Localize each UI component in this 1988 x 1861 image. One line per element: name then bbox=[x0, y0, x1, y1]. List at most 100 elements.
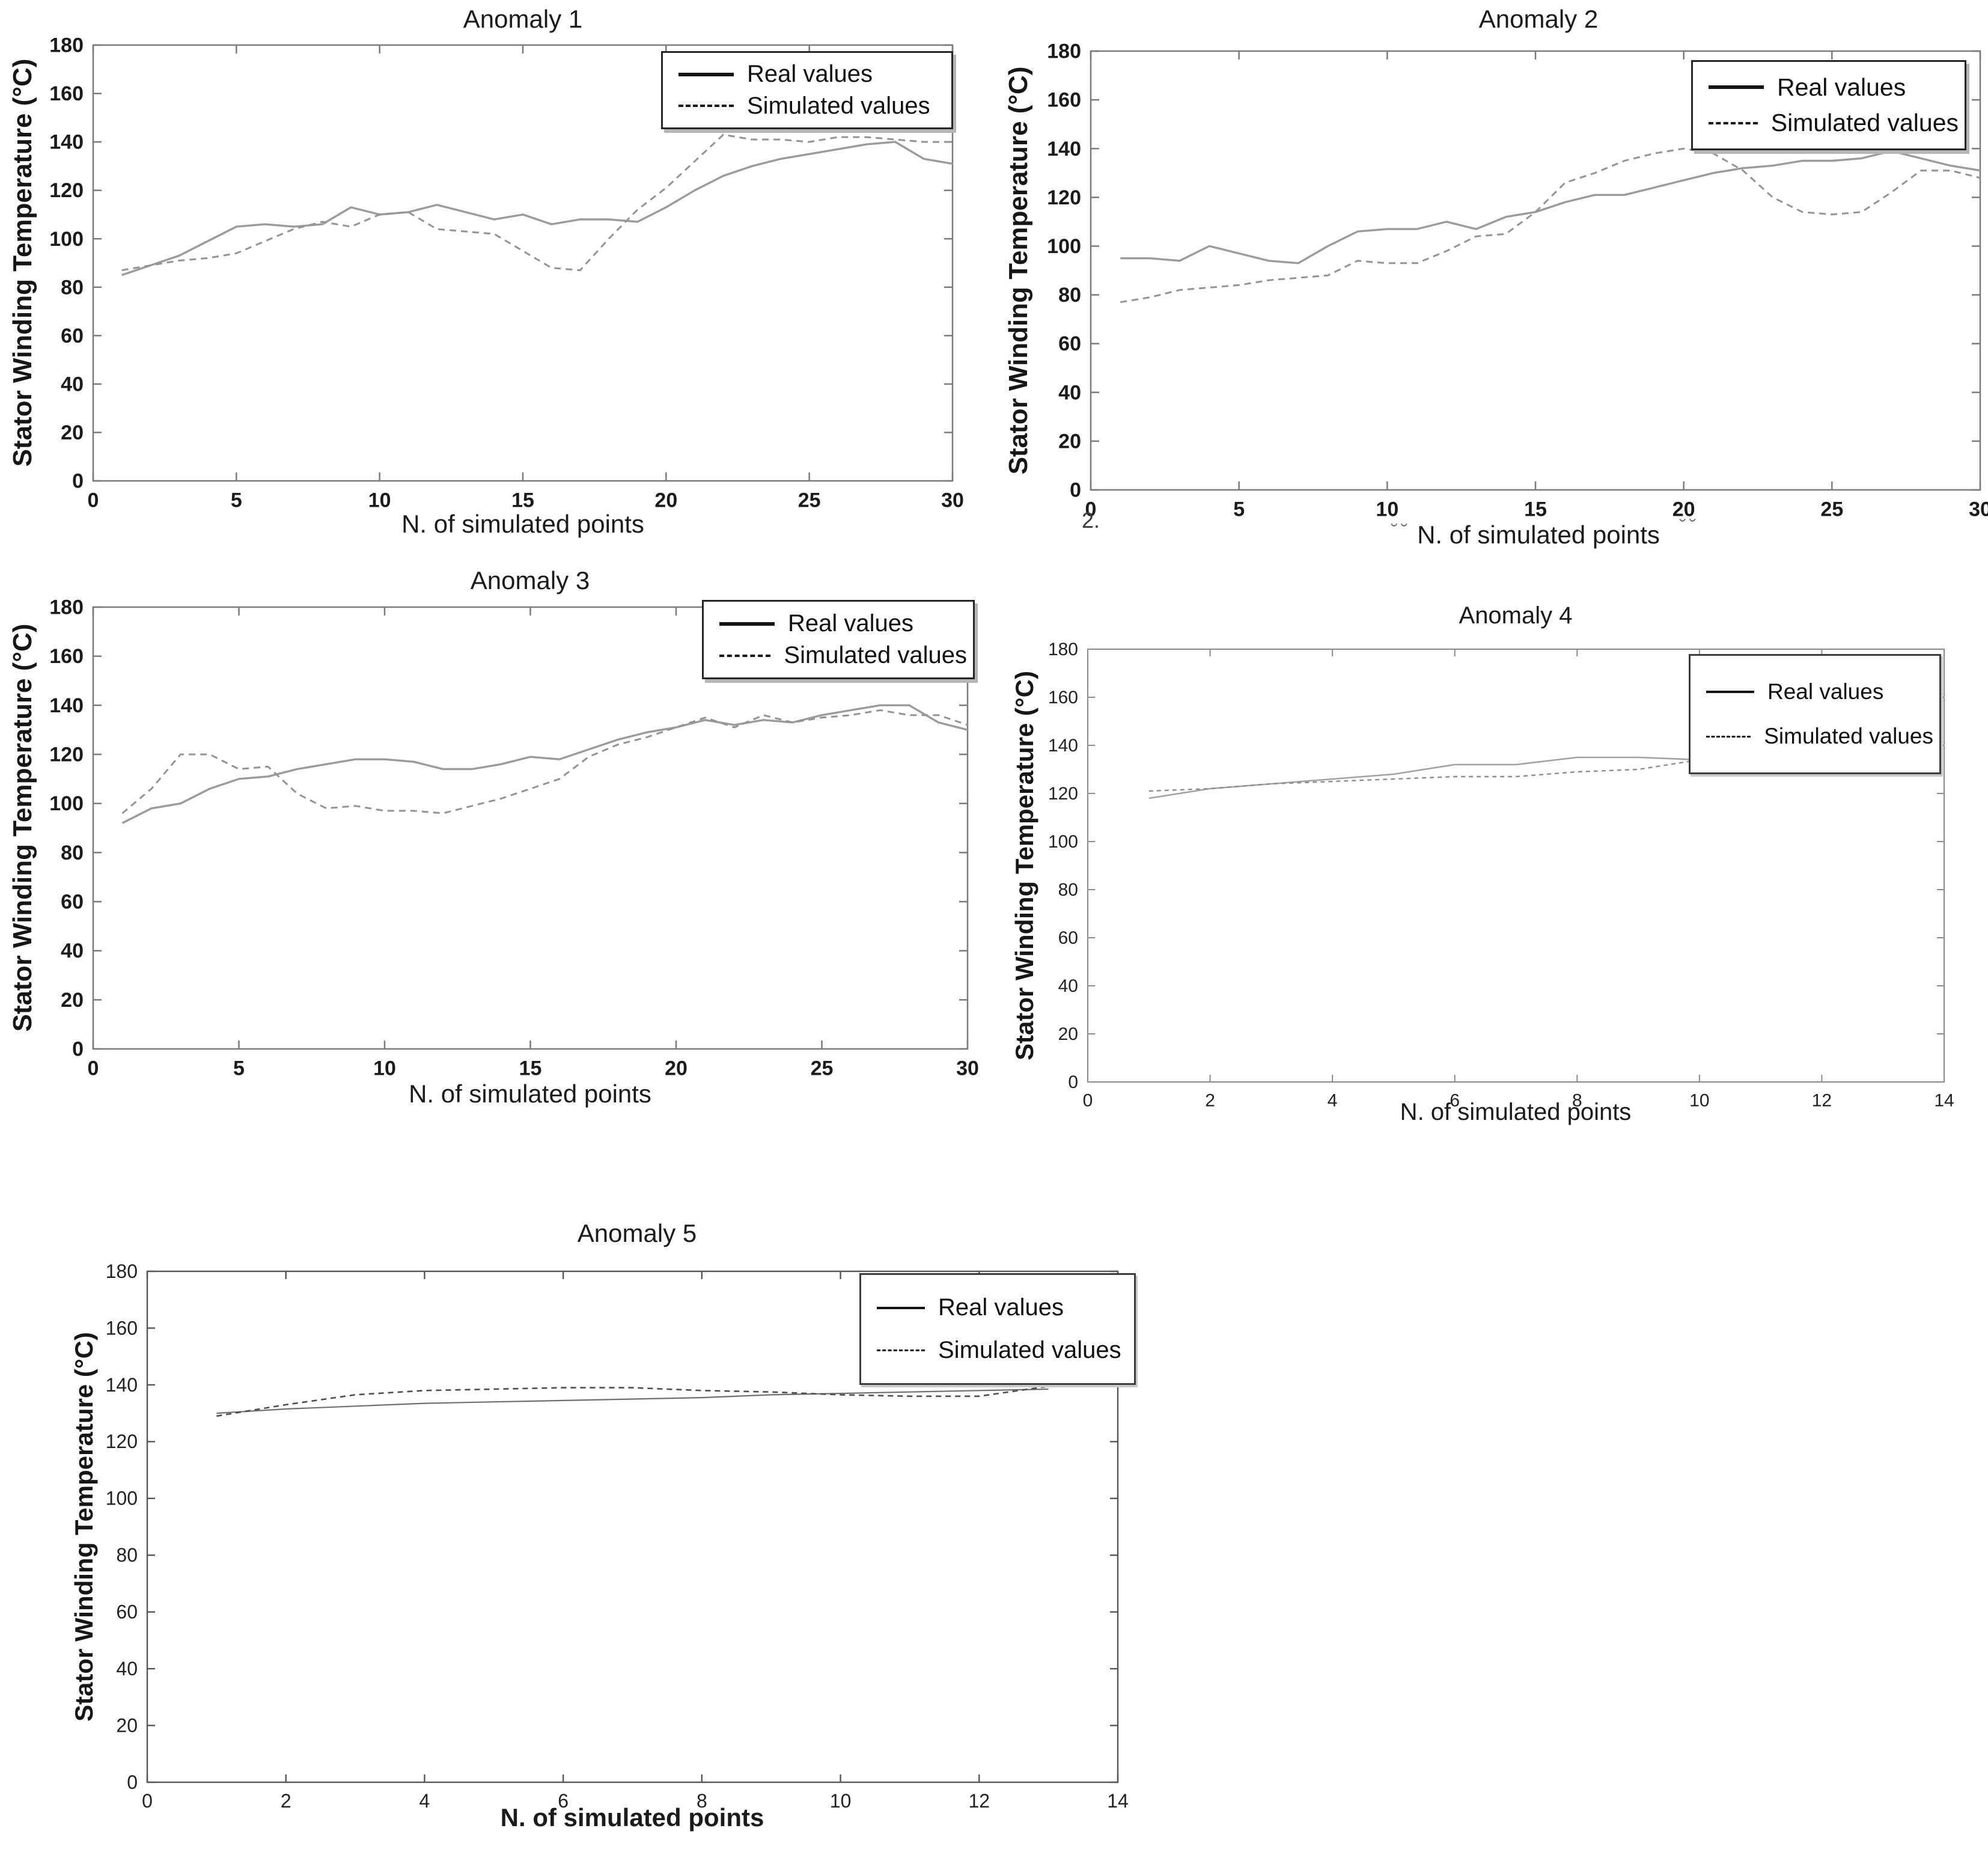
y-tick-label: 60 bbox=[1058, 332, 1081, 355]
legend-item-real: Real values bbox=[877, 1294, 1128, 1321]
anomaly-1-plot: 0 5 10 15 20 25 30 0 20 40 60 80 100 120 140 160 180 bbox=[49, 34, 964, 512]
x-tick-label: 0 bbox=[88, 489, 99, 512]
x-tick-label: 6 bbox=[1450, 1091, 1460, 1111]
x-tick-label: 20 bbox=[654, 489, 677, 512]
x-tick-label: 2 bbox=[1205, 1091, 1215, 1111]
x-tick-label: 20 bbox=[1672, 498, 1695, 521]
x-axis-label: N. of simulated points bbox=[401, 510, 644, 538]
x-axis-label: N. of simulated points bbox=[500, 1803, 764, 1832]
legend-label: Simulated values bbox=[938, 1337, 1121, 1363]
x-tick-label: 8 bbox=[697, 1790, 707, 1812]
simulated-series-line bbox=[216, 1386, 1049, 1417]
x-tick-label: 0 bbox=[142, 1790, 153, 1812]
legend-item-simulated: Simulated values bbox=[719, 642, 967, 669]
real-series-line bbox=[1120, 150, 1981, 264]
simulated-line-swatch bbox=[678, 105, 734, 108]
legend: Real values Simulated values bbox=[1691, 60, 1966, 150]
legend-label: Simulated values bbox=[1770, 109, 1959, 137]
plot-border bbox=[1087, 649, 1945, 1083]
y-tick-label: 160 bbox=[49, 82, 84, 105]
x-tick-label: 8 bbox=[1572, 1091, 1582, 1111]
legend-label: Real values bbox=[747, 61, 873, 88]
y-tick-label: 20 bbox=[61, 421, 84, 444]
legend-label: Real values bbox=[938, 1294, 1064, 1321]
x-tick-label: 10 bbox=[1376, 498, 1398, 521]
x-tick-label: 4 bbox=[1328, 1091, 1338, 1111]
y-tick-label: 20 bbox=[1058, 430, 1081, 453]
anomaly-2-plot: 0 5 10 15 20 25 30 0 20 40 60 80 100 120 140 160 180 bbox=[1047, 40, 1988, 521]
stray-text-artifact: ˘˘ bbox=[1391, 521, 1412, 542]
simulated-series-line bbox=[121, 133, 953, 272]
x-tick-label: 10 bbox=[1689, 1091, 1709, 1111]
y-tick-label: 100 bbox=[49, 792, 84, 815]
real-line-swatch bbox=[1709, 85, 1764, 90]
simulated-line-swatch bbox=[877, 1349, 925, 1351]
x-tick-label: 15 bbox=[511, 489, 534, 512]
x-tick-label: 0 bbox=[1085, 498, 1097, 521]
y-tick-label: 180 bbox=[1048, 640, 1078, 659]
y-tick-label: 20 bbox=[61, 989, 84, 1012]
y-tick-label: 100 bbox=[106, 1488, 138, 1509]
simulated-line-swatch bbox=[719, 654, 771, 657]
y-axis-label: Stator Winding Temperature (°C) bbox=[70, 1332, 98, 1722]
y-tick-label: 160 bbox=[49, 645, 84, 668]
x-tick-label: 2 bbox=[281, 1790, 291, 1812]
x-tick-label: 14 bbox=[1107, 1790, 1129, 1812]
legend: Real values Simulated values bbox=[859, 1273, 1136, 1385]
y-tick-label: 0 bbox=[72, 470, 84, 493]
y-tick-label: 120 bbox=[106, 1431, 138, 1452]
y-tick-label: 20 bbox=[1058, 1024, 1078, 1044]
y-tick-label: 100 bbox=[1047, 235, 1081, 258]
y-tick-label: 120 bbox=[49, 179, 84, 202]
x-tick-label: 14 bbox=[1934, 1091, 1954, 1111]
y-axis-label: Stator Winding Temperature (°C) bbox=[8, 58, 37, 467]
stray-text-artifact: 2. bbox=[1082, 508, 1100, 533]
y-axis-label: Stator Winding Temperature (°C) bbox=[1010, 671, 1038, 1060]
real-line-swatch bbox=[678, 72, 734, 76]
y-tick-label: 120 bbox=[49, 744, 84, 766]
y-tick-label: 80 bbox=[61, 842, 84, 864]
y-tick-label: 140 bbox=[1048, 736, 1078, 756]
y-tick-label: 60 bbox=[1058, 928, 1078, 948]
x-tick-label: 25 bbox=[811, 1057, 834, 1080]
real-line-swatch bbox=[1706, 690, 1754, 693]
real-line-swatch bbox=[877, 1306, 925, 1309]
y-tick-label: 0 bbox=[1070, 479, 1081, 502]
x-tick-label: 12 bbox=[968, 1790, 990, 1812]
y-tick-label: 40 bbox=[1058, 976, 1078, 996]
x-tick-label: 4 bbox=[419, 1790, 430, 1812]
legend-label: Real values bbox=[1777, 73, 1906, 101]
real-series-line bbox=[121, 141, 953, 277]
legend-item-real: Real values bbox=[719, 610, 967, 637]
y-tick-label: 180 bbox=[1047, 40, 1081, 63]
y-tick-label: 0 bbox=[72, 1038, 84, 1061]
y-tick-label: 160 bbox=[1047, 89, 1081, 112]
y-tick-label: 140 bbox=[49, 131, 84, 154]
x-tick-label: 10 bbox=[368, 489, 391, 512]
y-tick-label: 140 bbox=[1047, 138, 1081, 160]
y-tick-label: 40 bbox=[116, 1658, 138, 1679]
legend: Real values Simulated values bbox=[702, 600, 975, 679]
real-line-swatch bbox=[719, 622, 775, 626]
x-tick-label: 5 bbox=[1233, 498, 1245, 521]
x-axis-label: N. of simulated points bbox=[1417, 521, 1660, 549]
legend-item-simulated: Simulated values bbox=[678, 93, 945, 120]
y-tick-label: 40 bbox=[61, 940, 84, 962]
plot-border bbox=[146, 1270, 1119, 1783]
chart-title: Anomaly 1 bbox=[463, 5, 583, 33]
chart-title: Anomaly 3 bbox=[470, 566, 590, 594]
simulated-line-swatch bbox=[1706, 735, 1751, 738]
chart-title: Anomaly 2 bbox=[1478, 5, 1599, 33]
legend-label: Simulated values bbox=[747, 92, 930, 119]
y-tick-label: 80 bbox=[1058, 880, 1078, 900]
x-tick-label: 25 bbox=[798, 489, 821, 512]
y-tick-label: 140 bbox=[106, 1374, 138, 1396]
y-tick-label: 100 bbox=[1048, 832, 1078, 852]
simulated-series-line bbox=[1120, 147, 1981, 304]
y-tick-label: 80 bbox=[61, 276, 84, 299]
legend-item-real: Real values bbox=[1709, 73, 1959, 102]
y-tick-label: 60 bbox=[61, 325, 84, 347]
anomaly-2-panel: 0 5 10 15 20 25 30 0 20 40 60 80 100 120 140 160 180 Ano… bbox=[992, 0, 1988, 562]
